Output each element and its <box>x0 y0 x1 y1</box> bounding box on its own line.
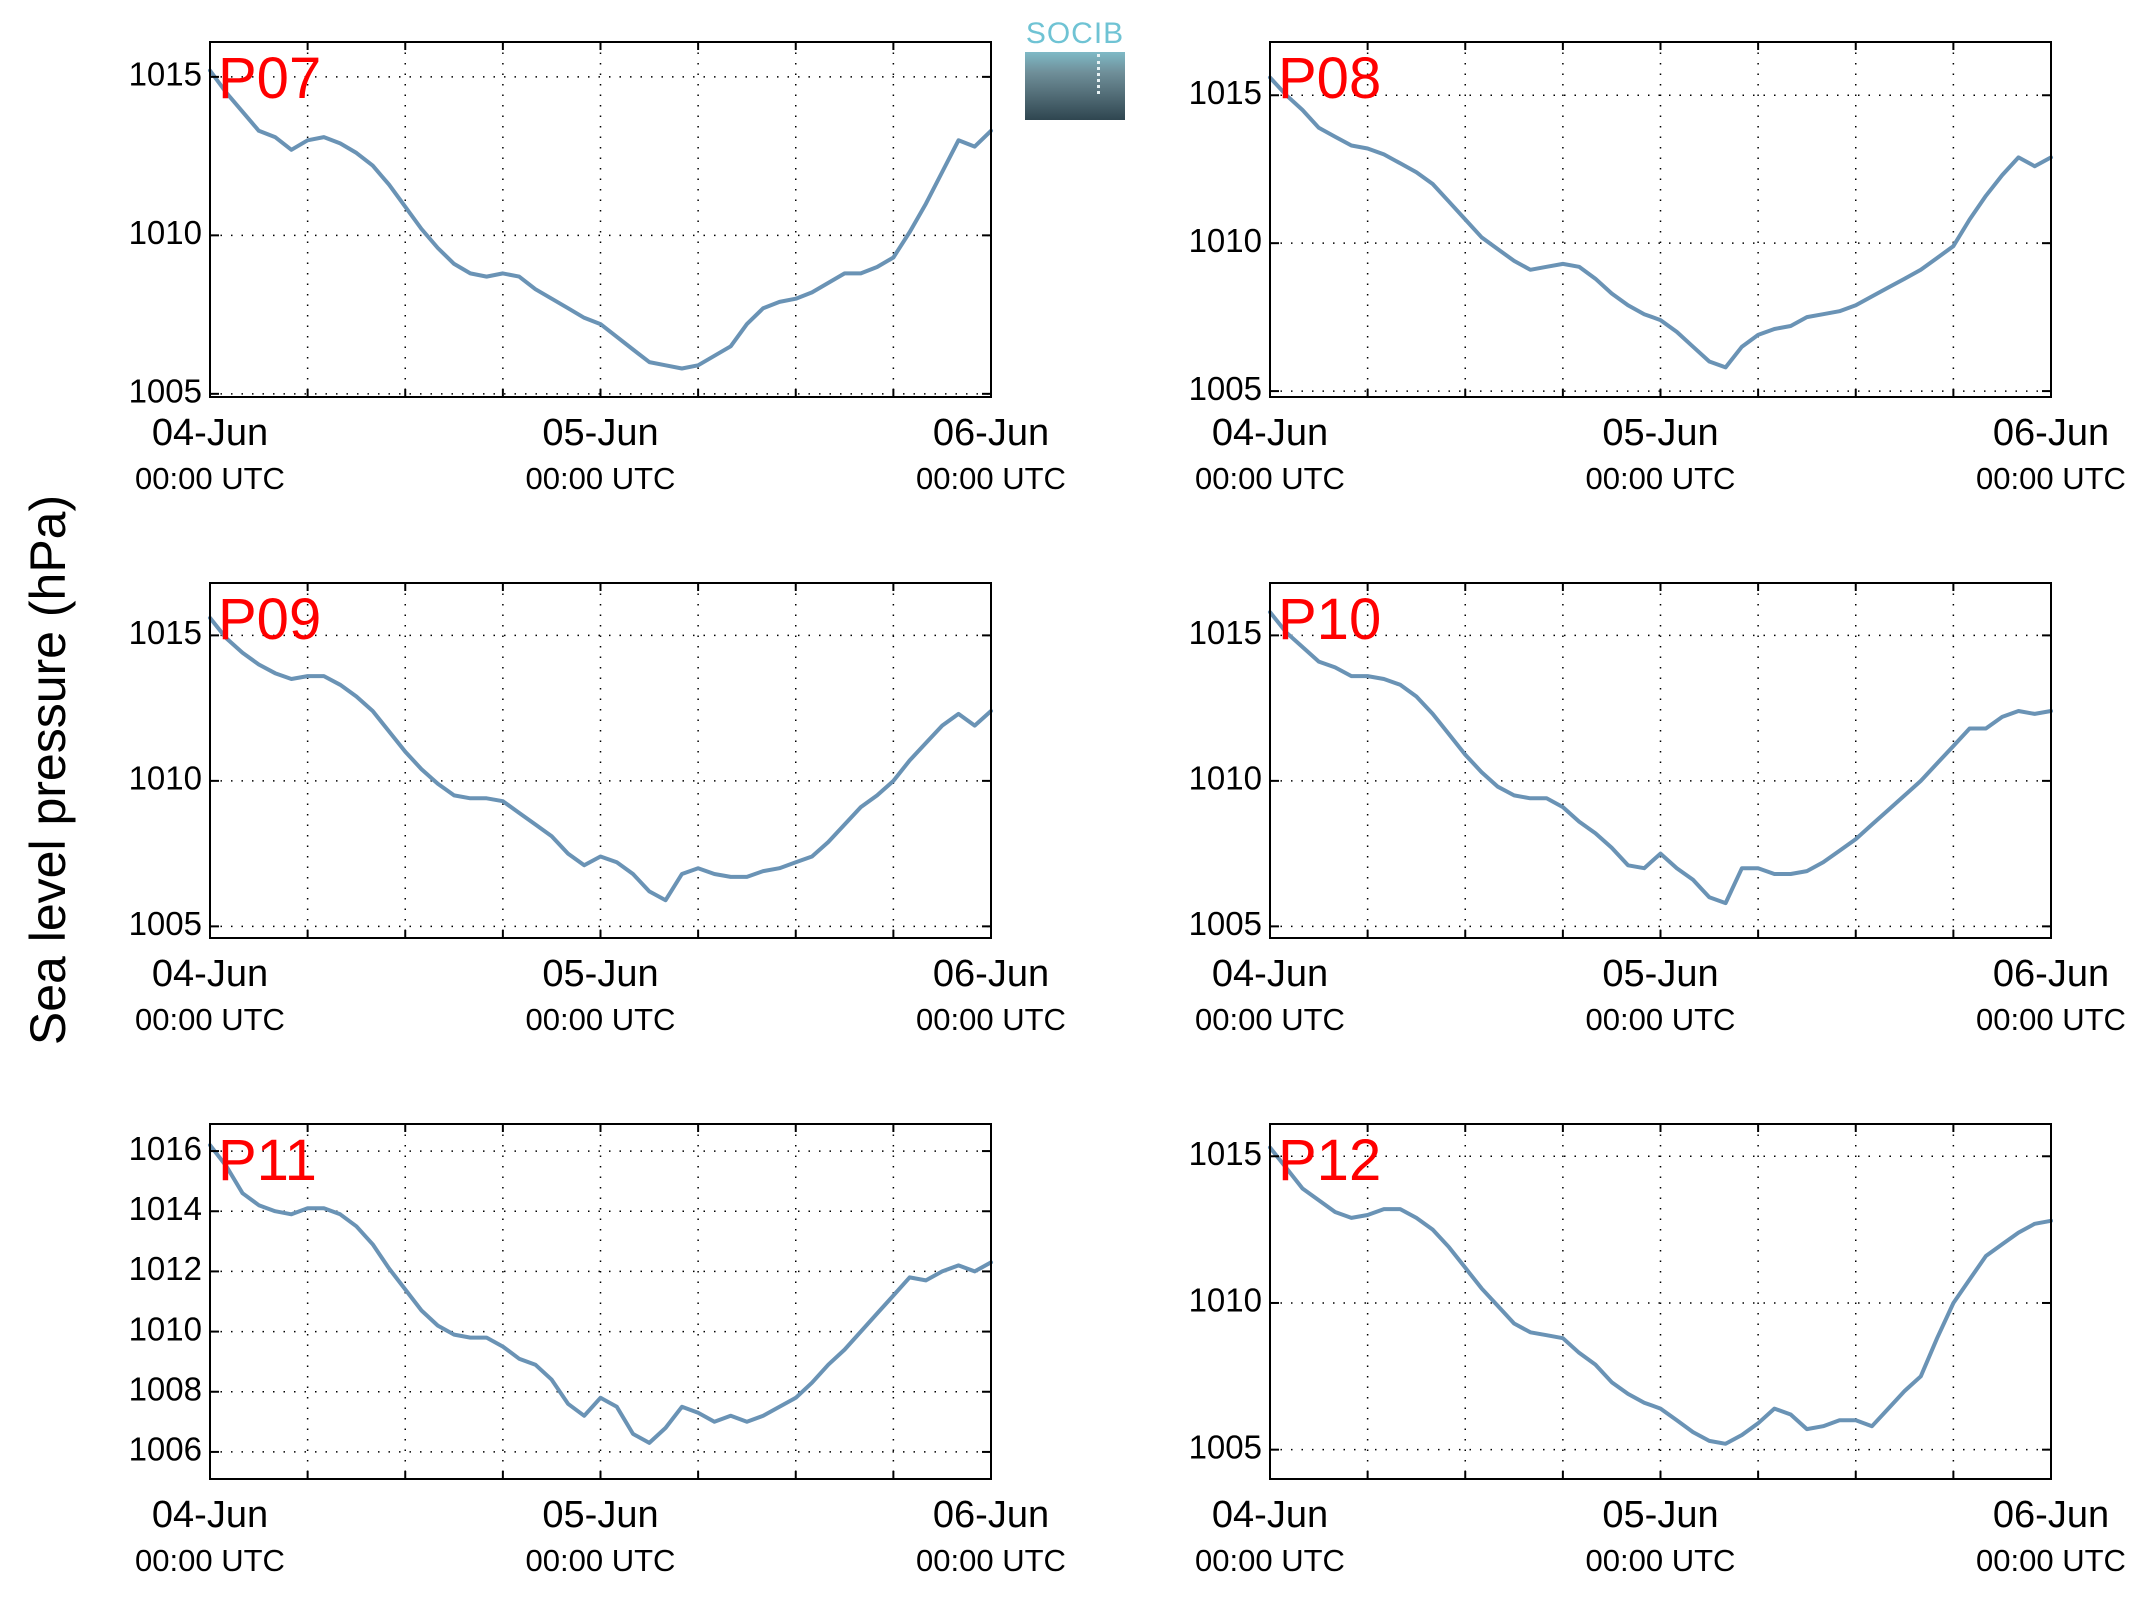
x-tick-label-day: 06-Jun <box>1993 1494 2109 1536</box>
chart-panel-p10: 1005 1010 1015 04-Jun 00:00 UTC 05-Jun 00:00 U… <box>1189 582 2126 1037</box>
chart-panel-p12: 1005 1010 1015 04-Jun 00:00 UTC 05-Jun 00:00 U… <box>1189 1123 2126 1578</box>
y-tick-label: 1015 <box>129 614 202 651</box>
y-tick-label: 1005 <box>1189 1428 1262 1465</box>
x-tick-label-time: 00:00 UTC <box>1976 461 2126 496</box>
pressure-line-p10 <box>1268 610 2053 906</box>
pressure-line-p07 <box>208 68 993 371</box>
y-tick-label: 1015 <box>1189 74 1262 111</box>
x-tick-label-day: 06-Jun <box>1993 412 2109 454</box>
station-label: P09 <box>218 587 321 652</box>
x-tick-label-time: 00:00 UTC <box>1586 1002 1736 1037</box>
chart-panel-p09: 1005 1010 1015 04-Jun 00:00 UTC 05-Jun 00:00 U… <box>129 582 1066 1037</box>
x-tick-label-time: 00:00 UTC <box>1976 1543 2126 1578</box>
x-tick-label-time: 00:00 UTC <box>1586 461 1736 496</box>
x-tick-label-time: 00:00 UTC <box>916 1002 1066 1037</box>
x-tick-label-time: 00:00 UTC <box>1195 1543 1345 1578</box>
y-tick-label: 1016 <box>129 1130 202 1167</box>
x-tick-label-day: 05-Jun <box>542 412 658 454</box>
pressure-line-p09 <box>208 615 993 903</box>
logo-dotted-line <box>1097 54 1100 94</box>
x-tick-label-day: 05-Jun <box>1602 953 1718 995</box>
x-tick-label-time: 00:00 UTC <box>916 1543 1066 1578</box>
x-tick-label-day: 06-Jun <box>933 953 1049 995</box>
x-tick-label-time: 00:00 UTC <box>1195 461 1345 496</box>
x-tick-label-time: 00:00 UTC <box>1195 1002 1345 1037</box>
x-tick-label-time: 00:00 UTC <box>135 1002 285 1037</box>
station-label: P11 <box>218 1128 317 1193</box>
y-tick-label: 1015 <box>1189 1135 1262 1172</box>
x-tick-label-time: 00:00 UTC <box>135 461 285 496</box>
x-tick-label-day: 06-Jun <box>933 1494 1049 1536</box>
x-tick-label-time: 00:00 UTC <box>135 1543 285 1578</box>
station-label: P08 <box>1278 46 1381 111</box>
y-tick-label: 1010 <box>1189 222 1262 259</box>
y-tick-label: 1005 <box>129 373 202 410</box>
y-tick-label: 1012 <box>129 1250 202 1287</box>
chart-panel-p08: 1005 1010 1015 04-Jun 00:00 UTC 05-Jun 00:00 U… <box>1189 41 2126 496</box>
pressure-line-p08 <box>1268 75 2053 370</box>
y-tick-label: 1010 <box>129 760 202 797</box>
x-tick-label-day: 04-Jun <box>152 1494 268 1536</box>
chart-panel-p11: 1006 1008 1010 1012 1014 1016 04-Jun 00:00 UTC 0… <box>129 1123 1066 1578</box>
y-tick-label: 1015 <box>1189 614 1262 651</box>
x-tick-label-day: 04-Jun <box>1212 412 1328 454</box>
y-tick-label: 1010 <box>129 214 202 251</box>
y-tick-label: 1006 <box>129 1431 202 1468</box>
x-tick-label-day: 06-Jun <box>933 412 1049 454</box>
station-label: P10 <box>1278 587 1381 652</box>
station-label: P12 <box>1278 1128 1381 1193</box>
chart-panel-p07: 1005 1010 1015 04-Jun 00:00 UTC 05-Jun 00:00 U… <box>129 41 1066 496</box>
socib-logo: SOCIB <box>1025 18 1125 120</box>
x-tick-label-time: 00:00 UTC <box>1976 1002 2126 1037</box>
y-tick-label: 1010 <box>1189 760 1262 797</box>
y-tick-label: 1010 <box>129 1310 202 1347</box>
y-tick-label: 1005 <box>1189 905 1262 942</box>
y-tick-label: 1005 <box>1189 370 1262 407</box>
x-tick-label-day: 05-Jun <box>1602 1494 1718 1536</box>
y-tick-label: 1014 <box>129 1190 202 1227</box>
y-tick-label: 1008 <box>129 1370 202 1407</box>
x-tick-label-time: 00:00 UTC <box>526 461 676 496</box>
x-tick-label-day: 04-Jun <box>1212 1494 1328 1536</box>
pressure-line-p12 <box>1268 1145 2053 1446</box>
x-tick-label-day: 04-Jun <box>152 953 268 995</box>
y-tick-label: 1005 <box>129 905 202 942</box>
x-tick-label-time: 00:00 UTC <box>526 1002 676 1037</box>
x-tick-label-day: 04-Jun <box>152 412 268 454</box>
x-tick-label-time: 00:00 UTC <box>916 461 1066 496</box>
x-tick-label-day: 05-Jun <box>542 953 658 995</box>
x-tick-label-day: 05-Jun <box>1602 412 1718 454</box>
station-label: P07 <box>218 46 321 111</box>
x-tick-label-day: 05-Jun <box>542 1494 658 1536</box>
y-tick-label: 1010 <box>1189 1282 1262 1319</box>
y-tick-label: 1015 <box>129 56 202 93</box>
x-tick-label-day: 04-Jun <box>1212 953 1328 995</box>
logo-text: SOCIB <box>1025 17 1125 50</box>
x-tick-label-day: 06-Jun <box>1993 953 2109 995</box>
x-tick-label-time: 00:00 UTC <box>1586 1543 1736 1578</box>
logo-emblem <box>1025 52 1125 120</box>
x-tick-label-time: 00:00 UTC <box>526 1543 676 1578</box>
pressure-line-p11 <box>208 1143 993 1445</box>
